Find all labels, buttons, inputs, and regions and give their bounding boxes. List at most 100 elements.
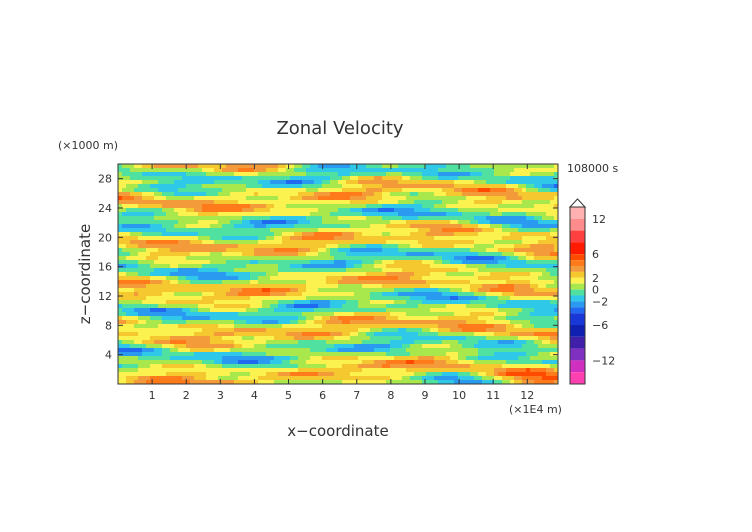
field-cell <box>346 328 351 333</box>
field-cell <box>490 244 495 249</box>
field-cell <box>554 316 559 321</box>
field-cell <box>266 324 271 329</box>
field-cell <box>534 200 539 205</box>
field-cell <box>546 332 551 337</box>
field-cell <box>426 296 431 301</box>
field-cell <box>202 172 207 177</box>
field-cell <box>386 288 391 293</box>
field-cell <box>270 256 275 261</box>
field-cell <box>402 172 407 177</box>
field-cell <box>274 312 279 317</box>
field-cell <box>274 268 279 273</box>
field-cell <box>442 208 447 213</box>
field-cell <box>238 240 243 245</box>
field-cell <box>218 248 223 253</box>
field-cell <box>234 324 239 329</box>
field-cell <box>258 332 263 337</box>
field-cell <box>330 288 335 293</box>
field-cell <box>362 252 367 257</box>
field-cell <box>322 212 327 217</box>
field-cell <box>374 216 379 221</box>
field-cell <box>170 224 175 229</box>
field-cell <box>214 228 219 233</box>
field-cell <box>546 264 551 269</box>
field-cell <box>146 308 151 313</box>
field-cell <box>142 344 147 349</box>
field-cell <box>126 308 131 313</box>
field-cell <box>194 264 199 269</box>
field-cell <box>254 280 259 285</box>
field-cell <box>142 260 147 265</box>
field-cell <box>498 176 503 181</box>
field-cell <box>174 172 179 177</box>
field-cell <box>158 304 163 309</box>
field-cell <box>386 264 391 269</box>
field-cell <box>374 176 379 181</box>
field-cell <box>202 164 207 169</box>
field-cell <box>138 336 143 341</box>
field-cell <box>434 204 439 209</box>
field-cell <box>482 220 487 225</box>
field-cell <box>254 288 259 293</box>
field-cell <box>302 256 307 261</box>
field-cell <box>290 216 295 221</box>
field-cell <box>142 192 147 197</box>
field-cell <box>426 236 431 241</box>
field-cell <box>362 336 367 341</box>
field-cell <box>146 192 151 197</box>
field-cell <box>250 164 255 169</box>
field-cell <box>502 176 507 181</box>
field-cell <box>330 308 335 313</box>
field-cell <box>298 184 303 189</box>
field-cell <box>482 168 487 173</box>
field-cell <box>246 292 251 297</box>
field-cell <box>358 340 363 345</box>
field-cell <box>394 288 399 293</box>
field-cell <box>402 196 407 201</box>
field-cell <box>254 252 259 257</box>
field-cell <box>134 280 139 285</box>
field-cell <box>282 232 287 237</box>
field-cell <box>210 336 215 341</box>
field-cell <box>190 188 195 193</box>
field-cell <box>526 308 531 313</box>
field-cell <box>410 248 415 253</box>
field-cell <box>258 336 263 341</box>
field-cell <box>494 200 499 205</box>
field-cell <box>398 308 403 313</box>
field-cell <box>198 208 203 213</box>
field-cell <box>442 244 447 249</box>
field-cell <box>298 284 303 289</box>
field-cell <box>178 172 183 177</box>
field-cell <box>506 232 511 237</box>
field-cell <box>138 228 143 233</box>
field-cell <box>154 340 159 345</box>
field-cell <box>238 284 243 289</box>
field-cell <box>122 192 127 197</box>
field-cell <box>130 288 135 293</box>
field-cell <box>122 328 127 333</box>
field-cell <box>410 204 415 209</box>
field-cell <box>338 192 343 197</box>
field-cell <box>250 308 255 313</box>
field-cell <box>198 284 203 289</box>
field-cell <box>142 176 147 181</box>
field-cell <box>346 224 351 229</box>
field-cell <box>538 228 543 233</box>
field-cell <box>374 296 379 301</box>
field-cell <box>334 212 339 217</box>
field-cell <box>546 336 551 341</box>
field-cell <box>526 208 531 213</box>
field-cell <box>530 196 535 201</box>
field-cell <box>306 180 311 185</box>
field-cell <box>398 316 403 321</box>
field-cell <box>150 208 155 213</box>
field-cell <box>482 204 487 209</box>
field-cell <box>526 212 531 217</box>
field-cell <box>450 224 455 229</box>
field-cell <box>234 340 239 345</box>
field-cell <box>218 220 223 225</box>
field-cell <box>426 312 431 317</box>
field-cell <box>482 172 487 177</box>
field-cell <box>250 304 255 309</box>
